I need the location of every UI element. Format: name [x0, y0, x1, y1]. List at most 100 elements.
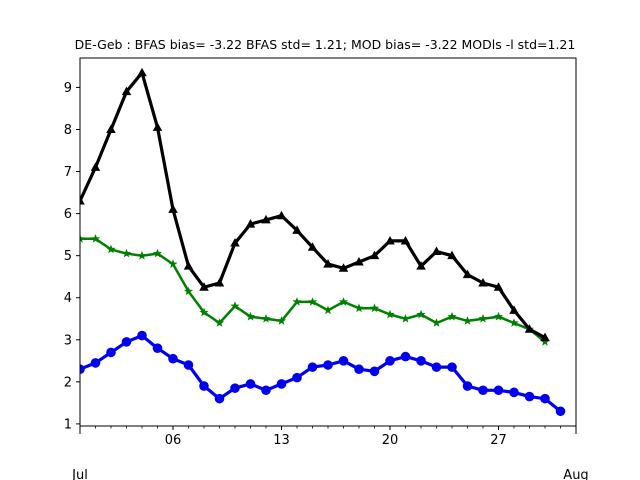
series-1-point-23 [416, 261, 426, 270]
series-1-point-21 [385, 235, 395, 245]
series-1 [80, 67, 550, 342]
series-3-point-12 [245, 379, 256, 389]
series-2-point-18 [338, 297, 349, 306]
series-3-point-18 [338, 356, 349, 366]
series-1-point-30 [524, 324, 535, 333]
y-tick-label-9: 9 [64, 81, 72, 96]
y-tick-label-4: 4 [64, 291, 72, 306]
series-2-point-25 [447, 311, 457, 321]
series-2-point-9 [199, 307, 209, 317]
series-1-point-11 [230, 238, 240, 247]
x-tick-label-20: 20 [382, 433, 399, 448]
series-2-point-24 [431, 318, 442, 327]
series-1-point-4 [121, 86, 132, 96]
series-2-point-16 [307, 297, 318, 306]
series-1-point-7 [168, 204, 178, 213]
x-major-tick-label-Aug: Aug [563, 468, 588, 480]
series-1-point-1 [80, 195, 85, 205]
series-1-point-10 [214, 278, 225, 287]
series-2-point-19 [354, 303, 364, 313]
series-3-point-1 [80, 364, 85, 375]
series-3-point-22 [400, 351, 411, 362]
series-2-point-11 [230, 301, 240, 310]
series-2-point-13 [261, 314, 271, 323]
series-1-point-2 [90, 162, 101, 171]
series-2-point-22 [400, 314, 411, 323]
plot-area [80, 67, 566, 417]
series-1-point-3 [106, 124, 116, 133]
series-2-point-3 [106, 244, 116, 254]
series-layer [80, 67, 566, 417]
series-1-point-12 [245, 219, 256, 228]
series-2 [80, 234, 550, 346]
y-tick-label-5: 5 [64, 249, 72, 264]
series-1-point-26 [462, 269, 473, 279]
series-2-point-29 [509, 318, 519, 327]
series-2-point-17 [323, 305, 333, 315]
axes: 1 2 3 4 5 6 7 8 9 06 13 20 27 Jul Aug [64, 57, 589, 480]
series-3-point-17 [323, 360, 333, 370]
series-3-point-11 [230, 383, 240, 393]
series-1-point-24 [431, 246, 442, 255]
series-3-point-31 [540, 393, 550, 404]
series-1-point-9 [199, 282, 209, 291]
series-3-line [80, 334, 562, 413]
series-3-point-21 [385, 356, 395, 366]
series-1-point-6 [152, 122, 163, 131]
x-tick-label-13: 13 [273, 433, 290, 448]
series-3-point-19 [354, 364, 364, 375]
series-3-point-28 [493, 385, 504, 396]
series-2-point-28 [493, 311, 504, 321]
series-2-point-15 [292, 297, 302, 306]
series-3-point-29 [509, 387, 519, 398]
y-tick-label-3: 3 [64, 333, 72, 348]
x-tick-label-27: 27 [490, 433, 507, 448]
x-major-tick-label-Jul: Jul [71, 468, 88, 480]
series-3-point-23 [416, 356, 426, 366]
series-1-point-15 [292, 225, 302, 234]
series-3-point-14 [276, 379, 287, 389]
series-3-point-15 [292, 372, 302, 383]
series-3-point-2 [90, 358, 101, 368]
series-2-point-6 [152, 248, 163, 258]
series-3-point-5 [137, 330, 147, 341]
series-2-point-2 [90, 234, 101, 243]
series-1-point-29 [509, 305, 519, 314]
series-3-point-30 [524, 391, 535, 402]
series-1-point-8 [183, 261, 194, 270]
series-1-point-19 [354, 256, 364, 266]
series-1-point-31 [540, 332, 550, 342]
series-2-point-7 [168, 259, 178, 268]
series-1-point-16 [307, 242, 318, 251]
series-1-point-14 [276, 210, 287, 220]
series-2-point-10 [214, 318, 225, 327]
series-3-point-3 [106, 347, 116, 358]
series-3-point-7 [168, 353, 178, 364]
y-tick-label-8: 8 [64, 123, 72, 138]
y-tick-label-7: 7 [64, 165, 72, 180]
series-1-point-28 [493, 282, 504, 291]
series-2-point-12 [245, 311, 256, 321]
series-2-point-5 [137, 250, 147, 260]
series-1-point-22 [400, 235, 411, 245]
chart-title: DE-Geb : BFAS bias= -3.22 BFAS std= 1.21… [75, 37, 576, 52]
series-3 [80, 330, 566, 417]
series-2-point-14 [276, 316, 287, 325]
series-2-point-31 [540, 337, 550, 346]
series-1-point-20 [369, 250, 380, 260]
series-2-point-23 [416, 309, 426, 319]
series-3-point-4 [121, 337, 132, 347]
series-1-point-5 [137, 67, 147, 77]
series-1-point-25 [447, 250, 457, 260]
series-3-point-10 [214, 393, 225, 404]
series-2-point-20 [369, 303, 380, 313]
series-3-point-27 [478, 385, 488, 396]
series-3-point-24 [431, 362, 442, 372]
series-1-point-27 [478, 278, 488, 287]
y-tick-label-6: 6 [64, 207, 72, 222]
series-3-point-25 [447, 362, 457, 372]
series-2-point-8 [183, 286, 194, 296]
series-3-point-13 [261, 385, 271, 396]
series-2-point-4 [121, 248, 132, 258]
